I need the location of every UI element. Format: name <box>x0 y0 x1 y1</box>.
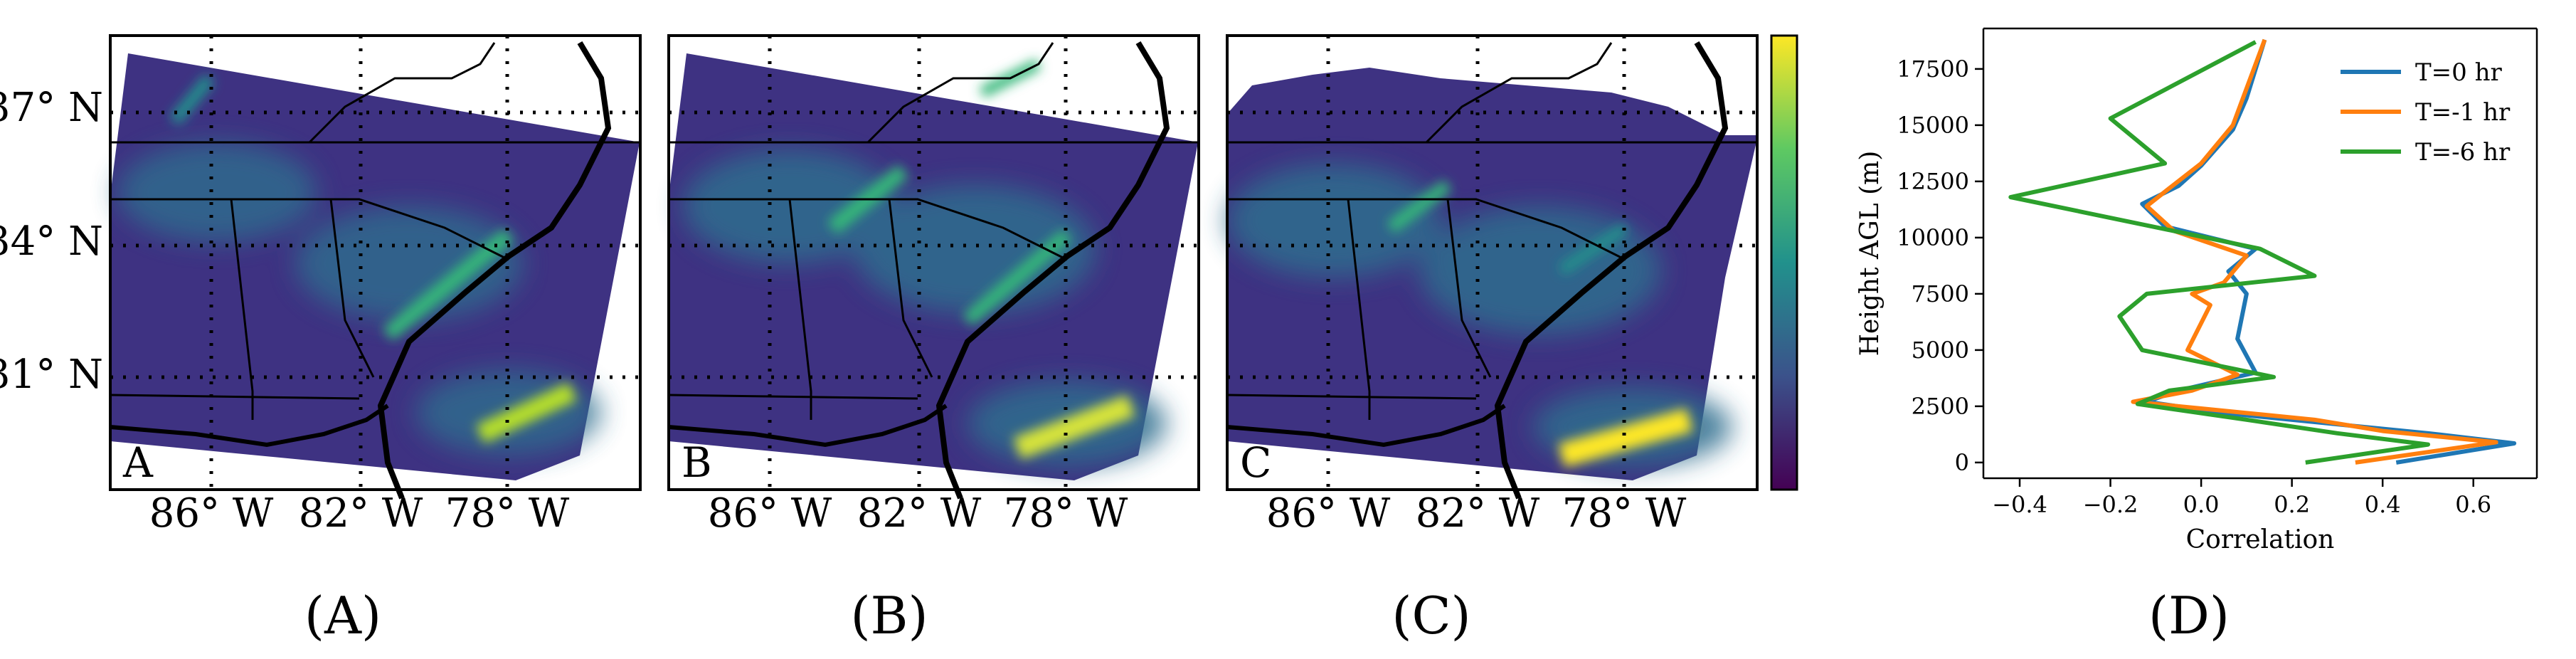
legend-label-2: T=-6 hr <box>2415 138 2511 167</box>
lat-label-31: 31° N <box>0 352 103 398</box>
lon-label-82-c: 82° W <box>1416 490 1540 537</box>
field-a <box>110 53 640 480</box>
state-line-c3 <box>1347 199 1371 420</box>
x-tick-label: 0.2 <box>2274 491 2310 518</box>
lon-label-86-c: 86° W <box>1266 490 1391 537</box>
gulf-coast-c <box>1226 404 1506 448</box>
profile-ticks: −0.4 −0.2 0.0 0.2 0.4 0.6 0 2500 5000 7500 10000 12… <box>1897 56 2491 518</box>
panel-letter-b: B <box>682 438 712 487</box>
y-tick-label: 2500 <box>1912 393 1969 420</box>
map-border-c <box>1226 34 1759 491</box>
colorbar <box>1770 34 1798 491</box>
lon-label-78-a: 78° W <box>445 490 570 537</box>
profile-lines <box>2008 38 2517 465</box>
field-blob-a2 <box>295 206 523 320</box>
field-streak-c3 <box>1558 223 1629 275</box>
field-streak-b2 <box>963 229 1072 326</box>
state-line-a4 <box>110 394 360 400</box>
state-line-a2 <box>110 198 509 261</box>
x-tick-label: 0.0 <box>2183 491 2220 518</box>
field-streak-c1 <box>1387 179 1452 233</box>
state-line-a6 <box>329 199 375 378</box>
series-line-2 <box>2008 40 2430 465</box>
profile-legend: T=0 hr T=-1 hr T=-6 hr <box>2341 58 2511 167</box>
map-panel-a: A <box>109 34 642 500</box>
state-line-b6 <box>888 199 933 378</box>
x-tick-label: 0.4 <box>2365 491 2401 518</box>
x-tick-label: −0.4 <box>1992 491 2047 518</box>
caption-a: (A) <box>304 586 381 645</box>
borders-a <box>110 41 640 500</box>
field-streak-a1 <box>383 228 514 341</box>
field-blob-c1 <box>1227 164 1441 278</box>
state-line-b2 <box>669 198 1068 261</box>
lon-label-86-b: 86° W <box>708 490 832 537</box>
legend-label-0: T=0 hr <box>2415 58 2503 87</box>
field-c <box>1227 68 1757 480</box>
lon-label-82-b: 82° W <box>857 490 982 537</box>
caption-d: (D) <box>2148 586 2230 645</box>
state-line-b4 <box>668 394 918 400</box>
field-streak-b3 <box>1013 395 1135 459</box>
lon-label-82-a: 82° W <box>299 490 423 537</box>
state-line-b5 <box>866 42 1054 144</box>
map-border-a <box>109 34 642 491</box>
map-panel-c: C <box>1226 34 1759 500</box>
caption-b: (B) <box>850 586 928 645</box>
series-line-1 <box>2131 38 2498 465</box>
map-border-b <box>667 34 1200 491</box>
legend-label-1: T=-1 hr <box>2415 98 2511 127</box>
field-streak-c2 <box>1558 408 1693 468</box>
profile-y-label: Height AGL (m) <box>1855 151 1885 357</box>
panel-letter-a: A <box>122 438 154 487</box>
field-streak-a2 <box>476 382 577 443</box>
lon-label-78-b: 78° W <box>1004 490 1128 537</box>
state-line-c6 <box>1446 199 1492 378</box>
gulf-coast-b <box>668 404 948 448</box>
y-tick-label: 17500 <box>1897 56 1969 83</box>
y-tick-label: 0 <box>1955 449 1969 476</box>
y-tick-label: 7500 <box>1912 280 1969 307</box>
map-panel-b: B <box>667 34 1200 500</box>
x-tick-label: −0.2 <box>2083 491 2138 518</box>
field-streak-a3 <box>169 74 215 125</box>
x-tick-label: 0.6 <box>2455 491 2491 518</box>
state-line-a3 <box>230 199 254 420</box>
state-line-a5 <box>308 42 496 144</box>
field-b <box>669 53 1199 480</box>
lat-label-37: 37° N <box>0 85 103 131</box>
state-line-c5 <box>1425 42 1613 144</box>
y-tick-label: 15000 <box>1897 112 1969 139</box>
field-blob-a1 <box>117 142 317 242</box>
lon-label-78-c: 78° W <box>1562 490 1687 537</box>
state-line-c4 <box>1226 394 1477 400</box>
profile-chart: −0.4 −0.2 0.0 0.2 0.4 0.6 0 2500 5000 7500 10000 12… <box>1855 27 2538 645</box>
y-tick-label: 10000 <box>1897 224 1969 251</box>
state-line-b3 <box>788 199 812 420</box>
y-tick-label: 12500 <box>1897 168 1969 195</box>
lat-label-34: 34° N <box>0 218 103 265</box>
profile-x-label: Correlation <box>2186 525 2335 554</box>
y-tick-label: 5000 <box>1912 337 1969 364</box>
state-line-c2 <box>1227 198 1626 261</box>
caption-c: (C) <box>1392 586 1470 645</box>
lon-label-86-a: 86° W <box>149 490 274 537</box>
panel-letter-c: C <box>1240 438 1271 487</box>
gulf-coast-a <box>110 404 389 448</box>
